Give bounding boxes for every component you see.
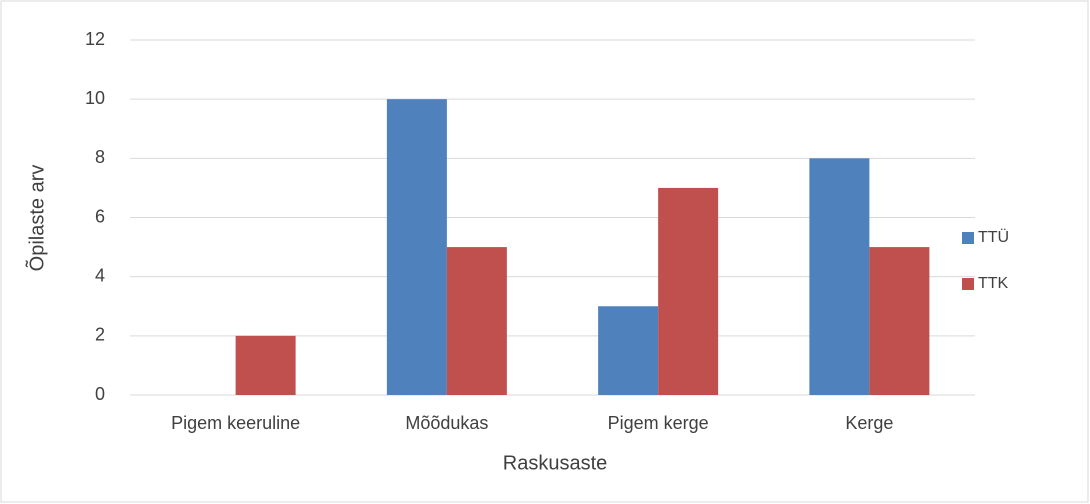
bar bbox=[869, 247, 930, 395]
x-axis-title: Raskusaste bbox=[503, 452, 608, 474]
bar bbox=[658, 187, 719, 395]
y-axis-title: Õpilaste arv bbox=[24, 165, 48, 272]
bar bbox=[809, 158, 870, 395]
y-tick-label: 6 bbox=[95, 206, 105, 226]
bar bbox=[598, 306, 659, 395]
legend-swatch bbox=[962, 232, 974, 244]
legend-swatch bbox=[962, 278, 974, 290]
bar bbox=[386, 99, 447, 396]
y-tick-label: 0 bbox=[95, 384, 105, 404]
y-tick-label: 8 bbox=[95, 147, 105, 167]
y-tick-label: 4 bbox=[95, 265, 105, 285]
x-tick-label: Mõõdukas bbox=[405, 413, 488, 433]
y-tick-label: 2 bbox=[95, 325, 105, 345]
bar bbox=[446, 247, 507, 395]
y-tick-label: 10 bbox=[85, 88, 105, 108]
legend-label: TTK bbox=[978, 275, 1009, 292]
x-tick-label: Pigem kerge bbox=[608, 413, 709, 433]
legend-label: TTÜ bbox=[978, 228, 1009, 246]
y-tick-label: 12 bbox=[85, 29, 105, 49]
x-tick-label: Pigem keeruline bbox=[171, 413, 300, 433]
x-tick-label: Kerge bbox=[845, 413, 893, 433]
bar bbox=[235, 335, 296, 395]
